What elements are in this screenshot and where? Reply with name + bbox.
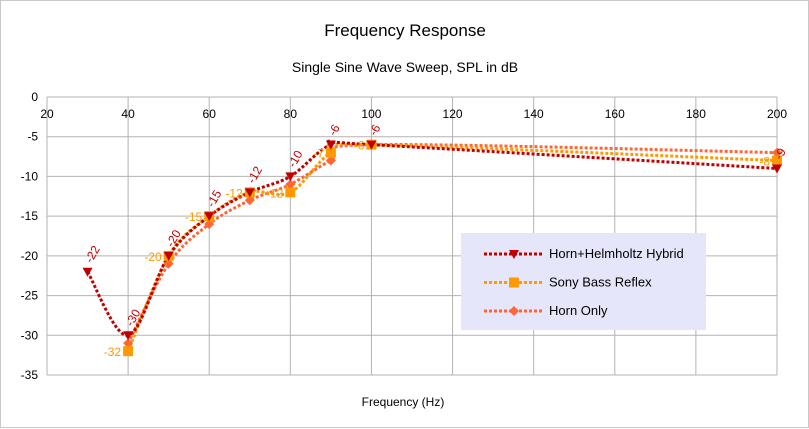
data-point — [285, 172, 296, 182]
data-point — [772, 147, 782, 158]
data-label: -20 — [163, 227, 184, 249]
legend-marker — [509, 277, 519, 288]
data-point — [123, 346, 134, 357]
x-tick-label: 120 — [443, 107, 463, 121]
series-line — [126, 143, 778, 344]
x-tick-label: 80 — [284, 107, 298, 121]
x-tick-label: 100 — [361, 107, 381, 121]
data-label: -30 — [123, 306, 144, 328]
y-tick-label: -25 — [21, 289, 39, 303]
data-point — [325, 147, 336, 158]
data-point — [244, 195, 255, 206]
x-tick-label: 140 — [524, 107, 544, 121]
data-point — [366, 140, 377, 150]
data-point — [325, 155, 336, 166]
x-tick-label: 160 — [605, 107, 625, 121]
series-lines — [86, 139, 778, 352]
legend-label: Sony Bass Reflex — [549, 275, 652, 290]
legend-label: Horn Only — [549, 303, 608, 318]
x-tick-label: 200 — [767, 107, 787, 121]
data-label: -12 — [266, 186, 284, 200]
legend-marker — [509, 306, 519, 316]
data-label: -22 — [82, 243, 103, 265]
y-tick-label: -10 — [21, 169, 39, 183]
x-tick-label: 40 — [121, 107, 135, 121]
series-markers — [82, 139, 782, 357]
data-label: -32 — [104, 345, 122, 359]
x-tick-label: 20 — [40, 107, 54, 121]
data-point — [285, 187, 296, 198]
y-tick-label: -5 — [27, 130, 38, 144]
data-label: -6 — [354, 139, 365, 153]
data-point — [204, 212, 215, 222]
data-point — [244, 188, 255, 198]
data-point — [123, 331, 134, 341]
chart-title: Frequency Response — [324, 21, 486, 40]
legend-marker — [509, 250, 519, 259]
legend: Horn+Helmholtz Hybrid Sony Bass Reflex Hor… — [461, 233, 706, 330]
series-line — [86, 139, 778, 337]
x-axis-label: Frequency (Hz) — [362, 395, 445, 409]
data-point — [772, 155, 782, 166]
gridlines — [46, 96, 778, 376]
data-point — [163, 251, 174, 261]
y-tick-label: -20 — [21, 249, 39, 263]
data-label: -12 — [225, 186, 243, 200]
data-label: -15 — [185, 210, 203, 224]
y-tick-label: -35 — [21, 368, 39, 382]
y-tick-label: -30 — [21, 328, 39, 342]
data-point — [772, 164, 782, 174]
data-point — [82, 267, 93, 277]
data-label: -6 — [325, 122, 343, 139]
x-tick-label: 60 — [203, 107, 217, 121]
data-point — [325, 140, 336, 150]
data-label: -7 — [313, 147, 324, 161]
data-point — [163, 258, 174, 269]
data-label: -12 — [244, 164, 265, 186]
chart-subtitle: Single Sine Wave Sweep, SPL in dB — [292, 59, 518, 75]
data-label: -20 — [144, 250, 162, 264]
data-label: -8 — [759, 155, 770, 169]
data-point — [204, 219, 215, 230]
y-tick-label: 0 — [31, 90, 38, 104]
data-label: -6 — [366, 122, 384, 139]
x-tick-label: 180 — [686, 107, 706, 121]
legend-label: Horn+Helmholtz Hybrid — [549, 246, 684, 261]
data-point — [123, 338, 134, 349]
y-tick-label: -15 — [21, 209, 39, 223]
data-point — [285, 179, 296, 190]
